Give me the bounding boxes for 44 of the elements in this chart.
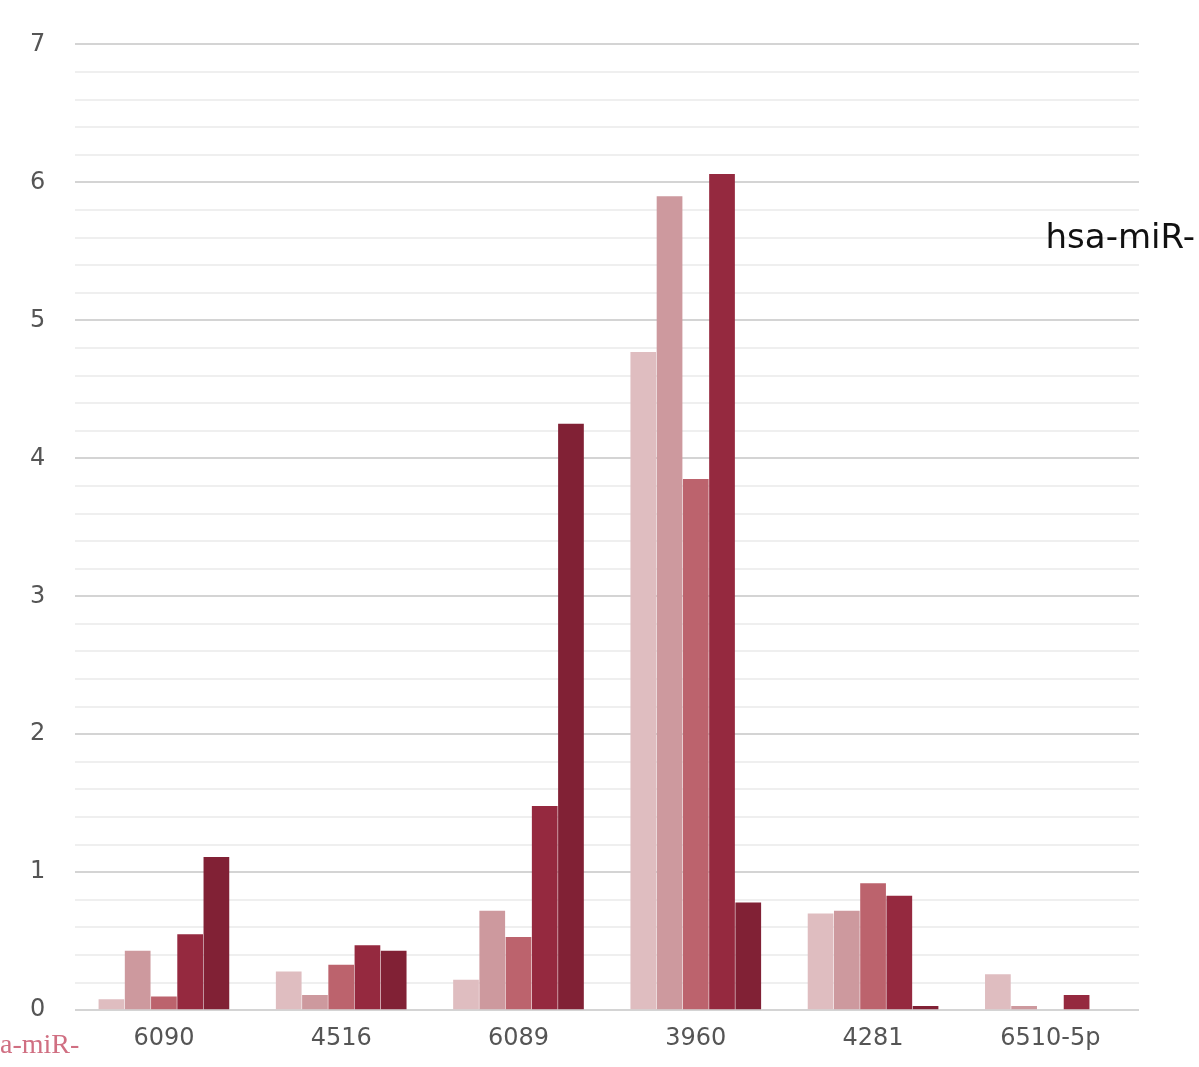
x-tick-label: 4516 bbox=[310, 1022, 372, 1051]
bar bbox=[505, 937, 532, 1010]
y-tick-label: 0 bbox=[29, 994, 46, 1023]
y-tick-label: 2 bbox=[29, 718, 46, 747]
bar bbox=[124, 950, 151, 1010]
y-tick-label: 6 bbox=[29, 166, 46, 195]
bar bbox=[177, 934, 204, 1010]
bar bbox=[656, 196, 683, 1010]
bar bbox=[630, 352, 657, 1010]
bar bbox=[1063, 995, 1090, 1010]
bar bbox=[354, 945, 381, 1010]
bar bbox=[558, 423, 584, 1010]
y-tick-label: 1 bbox=[29, 856, 46, 885]
bar bbox=[807, 913, 834, 1010]
y-tick-label: 5 bbox=[29, 304, 46, 333]
bar bbox=[531, 806, 558, 1010]
bar bbox=[860, 883, 886, 1010]
text: a-miR- bbox=[0, 1028, 80, 1060]
bar bbox=[453, 979, 479, 1010]
bar bbox=[709, 174, 735, 1010]
bar bbox=[203, 857, 230, 1010]
x-tick-label: 3960 bbox=[665, 1022, 727, 1051]
bar bbox=[1011, 1006, 1037, 1010]
bar bbox=[886, 895, 913, 1010]
y-tick-label: 3 bbox=[29, 580, 46, 609]
x-tick-label: 6089 bbox=[487, 1022, 550, 1051]
bar bbox=[479, 910, 506, 1010]
bar bbox=[912, 1006, 939, 1010]
bar bbox=[380, 950, 407, 1010]
bar bbox=[682, 479, 709, 1010]
bar bbox=[735, 902, 762, 1010]
y-tick-label: 7 bbox=[29, 28, 46, 57]
y-tick-label: 4 bbox=[29, 442, 46, 471]
bar bbox=[833, 910, 860, 1010]
x-tick-label: 6090 bbox=[133, 1022, 195, 1051]
bar bbox=[275, 971, 302, 1010]
x-tick-label: 4281 bbox=[842, 1022, 904, 1051]
bar bbox=[328, 964, 355, 1010]
x-tick-label: 6510-5p bbox=[1000, 1022, 1101, 1051]
annotation: hsa-miR- bbox=[1045, 216, 1195, 256]
bar bbox=[302, 995, 328, 1010]
bar bbox=[98, 999, 125, 1010]
bar bbox=[151, 996, 177, 1010]
bar bbox=[985, 974, 1011, 1010]
